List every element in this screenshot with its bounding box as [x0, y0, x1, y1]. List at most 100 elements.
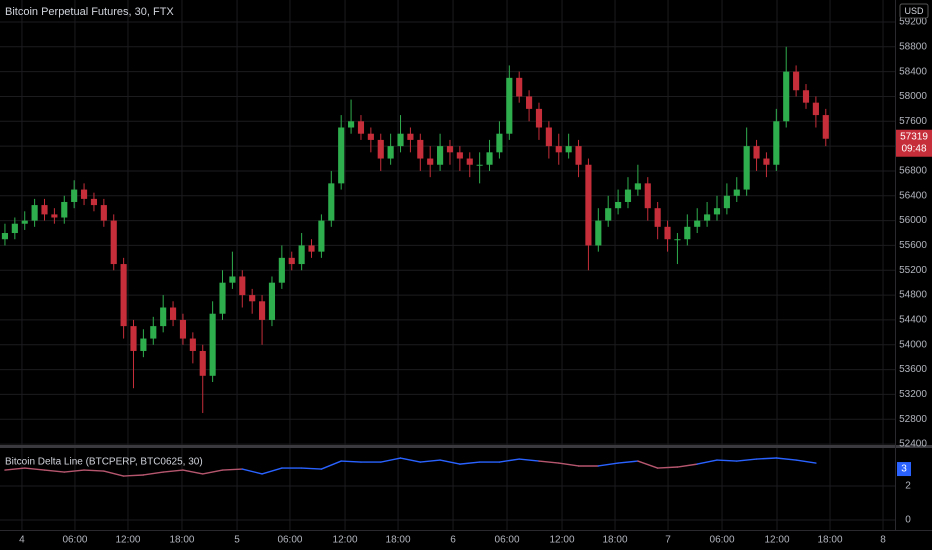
candle-body — [723, 195, 730, 209]
y-tick-label: 52800 — [899, 414, 927, 425]
candle-body — [397, 133, 404, 147]
candle-body — [348, 121, 355, 128]
candle-body — [41, 205, 48, 215]
x-tick-label: 6 — [450, 535, 456, 546]
candle-body — [199, 350, 206, 376]
x-tick-label: 8 — [880, 535, 886, 546]
indicator-line-segment — [637, 460, 659, 469]
candle-body — [229, 276, 236, 283]
last-price-label: 57319 — [900, 131, 928, 142]
x-tick-label: 18:00 — [169, 535, 194, 546]
candle-body — [268, 282, 276, 320]
y-tick-label: 54000 — [899, 339, 927, 350]
candle-body — [150, 326, 157, 339]
candle-body — [605, 208, 612, 221]
candle-body — [733, 189, 740, 196]
candle-body — [496, 133, 503, 153]
indicator-line-segment — [597, 462, 619, 467]
indicator-line-segment — [716, 459, 738, 462]
candle-body — [357, 121, 365, 134]
candle-body — [427, 158, 434, 165]
indicator-line-segment — [736, 458, 758, 462]
indicator-line-segment — [399, 457, 422, 463]
candle-body — [585, 164, 592, 246]
x-tick-label: 12:00 — [333, 535, 358, 546]
x-tick-label: 06:00 — [62, 535, 87, 546]
indicator-tick-label: 0 — [905, 515, 911, 526]
candle-body — [516, 77, 523, 97]
candle-body — [466, 158, 473, 165]
x-tick-label: 12:00 — [115, 535, 140, 546]
indicator-line-segment — [696, 459, 718, 465]
indicator-line-segment — [241, 468, 263, 475]
candle-body — [51, 214, 58, 218]
countdown-label: 09:48 — [901, 143, 926, 154]
y-tick-label: 54800 — [899, 290, 927, 301]
chart-title: Bitcoin Perpetual Futures, 30, FTX — [5, 6, 174, 18]
indicator-line-segment — [676, 463, 698, 468]
x-tick-label: 18:00 — [603, 535, 628, 546]
candle-body — [31, 205, 38, 221]
x-tick-label: 06:00 — [495, 535, 520, 546]
indicator-line-segment — [538, 460, 560, 464]
candle-body — [140, 338, 147, 351]
indicator-name: Bitcoin Delta Line (BTCPERP, BTC0625, 30… — [5, 457, 203, 468]
candle-body — [526, 96, 533, 109]
candle-body — [783, 71, 790, 122]
y-tick-label: 58400 — [899, 66, 927, 77]
candle-body — [615, 201, 622, 209]
y-tick-label: 56400 — [899, 190, 927, 201]
candle-body — [179, 319, 187, 339]
indicator-line-segment — [320, 460, 342, 470]
currency-box[interactable] — [899, 3, 929, 19]
candle-body — [634, 183, 641, 190]
y-tick-label: 55600 — [899, 240, 927, 251]
candle-body — [259, 301, 266, 320]
indicator-line-segment — [4, 467, 26, 471]
x-tick-label: 18:00 — [818, 535, 843, 546]
y-tick-label: 57600 — [899, 116, 927, 127]
grid-layer — [0, 0, 895, 530]
candle-body — [595, 220, 602, 246]
x-tick-label: 18:00 — [386, 535, 411, 546]
y-tick-label: 56000 — [899, 215, 927, 226]
indicator-line-segment — [498, 458, 520, 463]
candle-body — [535, 108, 543, 128]
candle-body — [812, 102, 819, 116]
candle-body — [1, 233, 9, 240]
indicator-line-segment — [63, 469, 85, 473]
indicator-line-segment — [775, 457, 797, 461]
y-tick-label: 58800 — [899, 41, 927, 52]
candle-body — [407, 133, 414, 140]
indicator-line-segment — [103, 470, 125, 477]
indicator-tick-label: 2 — [905, 481, 911, 492]
candle-body — [446, 146, 454, 153]
candle-body — [170, 307, 177, 320]
candle-body — [743, 146, 750, 190]
candle-body — [160, 307, 167, 327]
x-tick-label: 5 — [234, 535, 240, 546]
candle-body — [120, 264, 127, 327]
candle-body — [249, 295, 256, 302]
y-tick-label: 56800 — [899, 166, 927, 177]
candle-body — [298, 245, 305, 265]
candle-body — [713, 208, 721, 215]
currency[interactable]: USD — [904, 6, 924, 16]
last-price-tag — [896, 129, 932, 157]
candle-body — [654, 208, 661, 227]
indicator-line-segment — [755, 457, 778, 460]
y-tick-label: 52400 — [899, 439, 927, 450]
candle-body — [565, 146, 572, 153]
candle-body — [793, 71, 800, 91]
indicator-line-segment — [202, 469, 224, 475]
candle-body — [664, 226, 671, 240]
indicator-line-segment — [558, 462, 580, 467]
indicator-line-segment — [459, 461, 481, 465]
candle-body — [11, 223, 18, 234]
candle-body — [437, 146, 444, 165]
candle-body — [704, 214, 711, 221]
candle-body — [80, 189, 88, 199]
x-tick-label: 7 — [665, 535, 671, 546]
y-tick-label: 54400 — [899, 315, 927, 326]
